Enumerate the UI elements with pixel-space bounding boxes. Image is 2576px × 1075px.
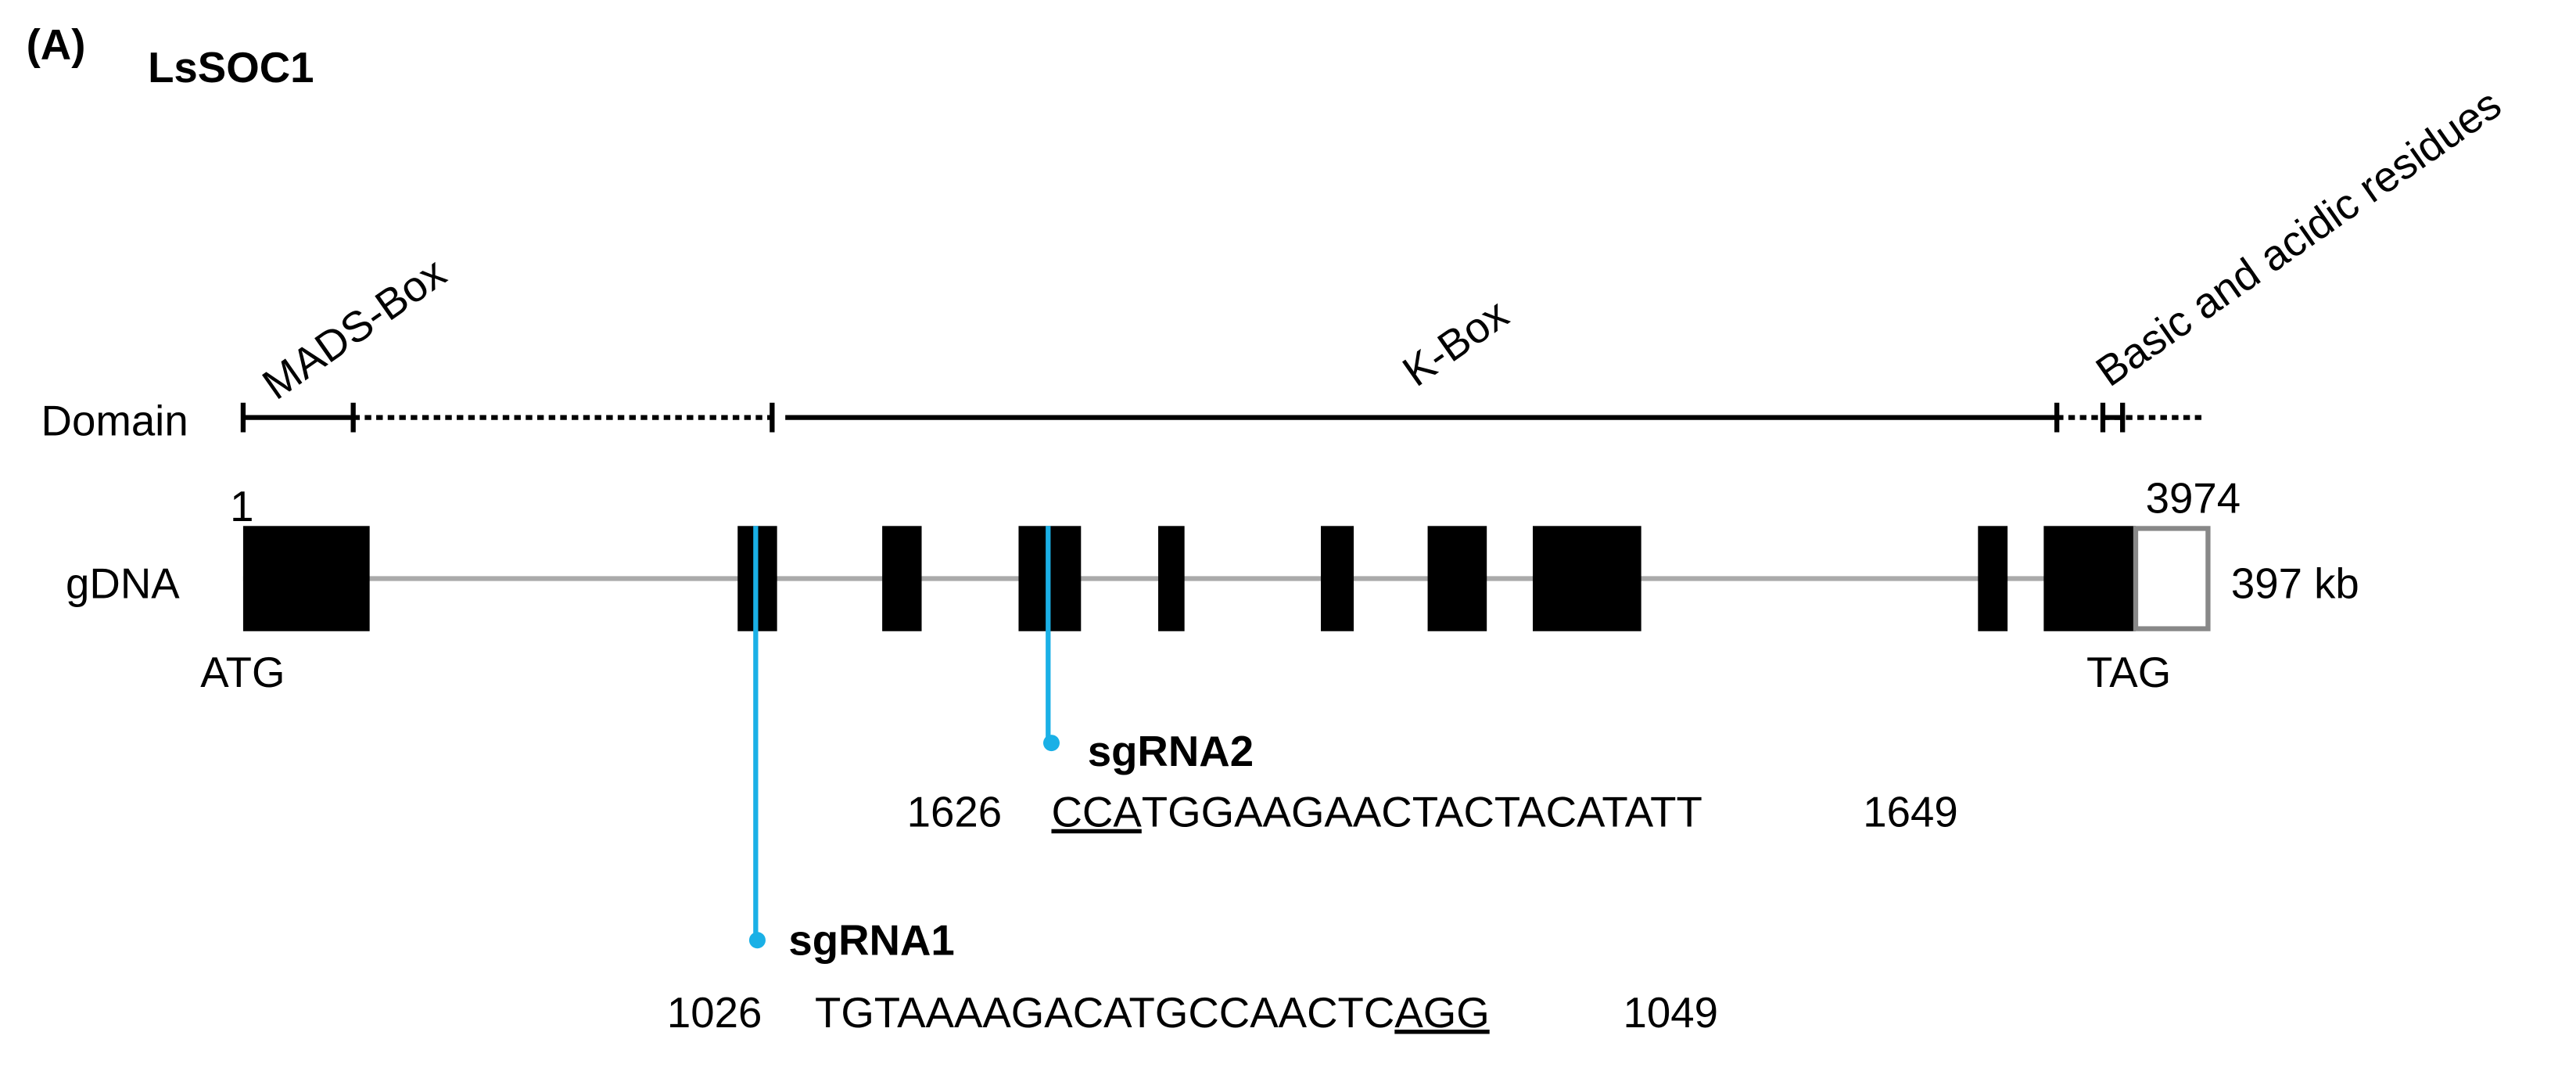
gene-name: LsSOC1: [148, 44, 314, 92]
domain-name: Basic and acidic residues: [2087, 80, 2510, 395]
stop-codon: TAG: [2086, 649, 2171, 696]
utr: [2133, 526, 2211, 631]
exons: [242, 526, 2136, 631]
sgrna-sequence: TGTAAAAGACATGCCAACTCAGG: [815, 989, 1490, 1037]
sgrna-end: 1649: [1863, 789, 1958, 836]
sgrna-name: sgRNA2: [1088, 728, 1254, 775]
sgrna-dot: [1042, 735, 1060, 752]
end-position: 3974: [2146, 474, 2241, 522]
panel-label: (A): [27, 21, 86, 69]
start-position: 1: [230, 483, 253, 530]
sgrna-name: sgRNA1: [788, 917, 954, 965]
gene-length: 397 kb: [2231, 560, 2359, 608]
domain-label: Domain: [41, 397, 188, 445]
sgrna-start: 1026: [667, 989, 762, 1037]
sgrna-end: 1049: [1623, 989, 1719, 1037]
domain-lines: [240, 402, 2205, 433]
domain-name: MADS-Box: [254, 249, 454, 409]
protospacer: TGGAAGAACTACTACATATT: [1142, 789, 1702, 836]
pam: AGG: [1394, 989, 1489, 1037]
start-codon: ATG: [200, 649, 285, 696]
domain-name: K-Box: [1394, 289, 1517, 395]
gdna-label: gDNA: [66, 560, 180, 608]
pam: CCA: [1051, 789, 1142, 836]
sgrna-start: 1626: [907, 789, 1003, 836]
sgrna-sequence: CCATGGAAGAACTACTACATATT: [1051, 789, 1702, 836]
sgrna-dot: [748, 932, 766, 949]
protospacer: TGTAAAAGACATGCCAACTC: [815, 989, 1394, 1037]
